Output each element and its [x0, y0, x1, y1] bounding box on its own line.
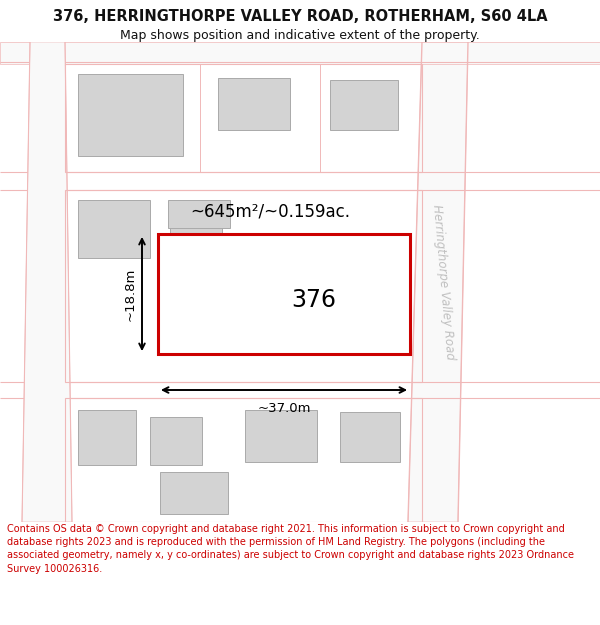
Bar [170, 200, 222, 245]
Text: 376, HERRINGTHORPE VALLEY ROAD, ROTHERHAM, S60 4LA: 376, HERRINGTHORPE VALLEY ROAD, ROTHERHA… [53, 9, 547, 24]
Bar [150, 417, 202, 465]
Text: Map shows position and indicative extent of the property.: Map shows position and indicative extent… [120, 29, 480, 42]
Bar [78, 410, 136, 465]
Text: ~18.8m: ~18.8m [124, 268, 137, 321]
Bar [330, 80, 398, 130]
Text: Contains OS data © Crown copyright and database right 2021. This information is : Contains OS data © Crown copyright and d… [7, 524, 574, 574]
Polygon shape [22, 42, 72, 522]
Text: 376: 376 [292, 288, 337, 312]
Bar [78, 74, 183, 156]
Bar [245, 410, 317, 462]
Bar [255, 242, 337, 314]
Bar [168, 242, 236, 314]
Polygon shape [0, 42, 600, 64]
Bar [160, 472, 228, 514]
Polygon shape [408, 42, 468, 522]
Text: ~37.0m: ~37.0m [257, 402, 311, 415]
Bar [158, 234, 410, 354]
Bar [218, 78, 290, 130]
Bar [78, 200, 150, 258]
Bar [340, 412, 400, 462]
Text: ~645m²/~0.159ac.: ~645m²/~0.159ac. [190, 202, 350, 220]
Text: Herringthorpe Valley Road: Herringthorpe Valley Road [430, 204, 456, 360]
Bar [168, 200, 230, 228]
